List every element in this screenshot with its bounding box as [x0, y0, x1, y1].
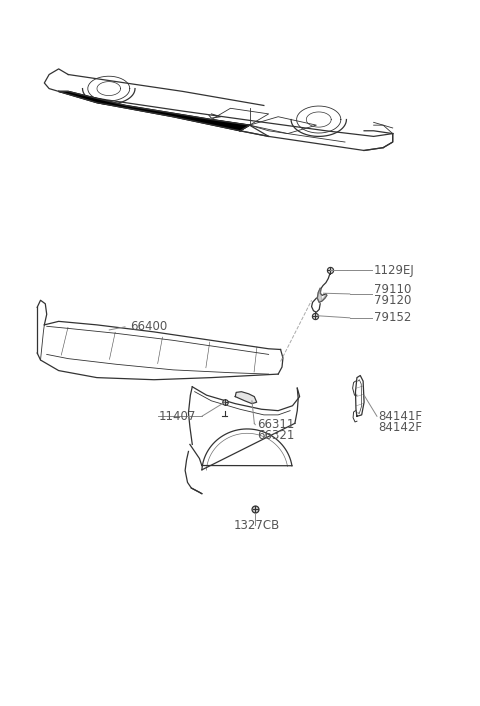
Text: 11407: 11407: [159, 409, 196, 423]
Text: 66311: 66311: [257, 418, 294, 431]
Text: 66321: 66321: [257, 429, 294, 443]
Text: 79152: 79152: [373, 311, 411, 324]
Polygon shape: [235, 392, 257, 404]
Polygon shape: [317, 288, 327, 302]
Text: 1129EJ: 1129EJ: [373, 263, 414, 277]
Polygon shape: [59, 91, 250, 131]
Text: 84141F: 84141F: [378, 409, 422, 423]
Text: 66400: 66400: [130, 320, 168, 333]
Text: 1327CB: 1327CB: [234, 519, 280, 532]
Text: 79120: 79120: [373, 294, 411, 307]
Text: 79110: 79110: [373, 283, 411, 297]
Text: 84142F: 84142F: [378, 421, 422, 434]
